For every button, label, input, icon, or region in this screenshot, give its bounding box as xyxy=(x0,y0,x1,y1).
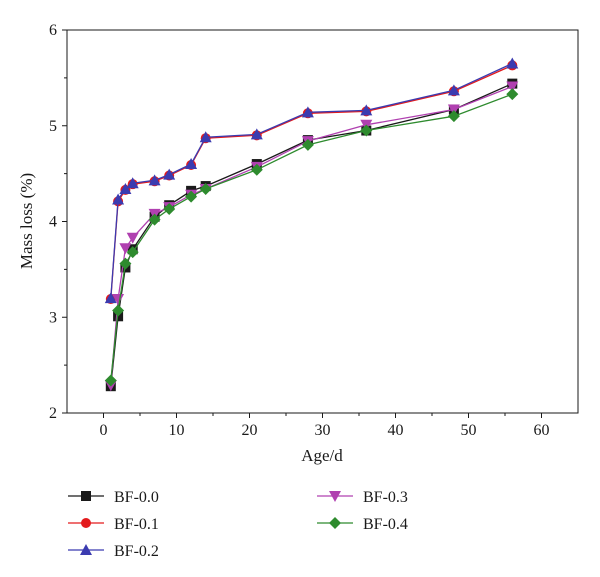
data-point xyxy=(119,243,132,255)
data-point xyxy=(185,158,198,170)
series-bf-0-1 xyxy=(105,60,518,305)
series-line xyxy=(110,62,513,299)
data-point xyxy=(163,203,176,216)
legend-item: BF-0.0 xyxy=(68,489,159,506)
legend-item: BF-0.2 xyxy=(68,543,159,560)
data-point xyxy=(360,104,373,116)
x-tick-label: 30 xyxy=(315,422,331,439)
legend-label: BF-0.0 xyxy=(114,489,159,506)
series-line xyxy=(110,64,513,300)
x-tick-label: 10 xyxy=(169,422,185,439)
x-tick-label: 40 xyxy=(388,422,404,439)
data-point xyxy=(506,57,519,69)
data-point xyxy=(126,177,139,189)
legend-marker xyxy=(81,491,91,501)
data-point xyxy=(199,182,212,195)
data-point xyxy=(104,292,117,304)
legend-label: BF-0.3 xyxy=(363,489,408,506)
y-tick-label: 6 xyxy=(49,22,57,39)
legend-label: BF-0.2 xyxy=(114,543,159,560)
data-point xyxy=(148,213,161,226)
legend-label: BF-0.4 xyxy=(363,516,408,533)
legend-item: BF-0.3 xyxy=(317,489,408,506)
legend-marker xyxy=(329,491,341,502)
x-tick-label: 0 xyxy=(100,422,108,439)
series-bf-0-0 xyxy=(105,78,518,392)
axes: 0 10 20 30 40 50 60 2 3 4 5 6 xyxy=(49,22,579,439)
series-line xyxy=(110,85,513,386)
data-point xyxy=(104,374,117,387)
data-point xyxy=(199,131,212,143)
legend-marker xyxy=(329,517,341,529)
data-point xyxy=(148,174,161,186)
series-bf-0-3 xyxy=(104,81,519,392)
series-line xyxy=(110,83,513,387)
legend-label: BF-0.1 xyxy=(114,516,159,533)
legend-item: BF-0.1 xyxy=(68,516,159,533)
series-bf-0-4 xyxy=(104,88,519,387)
data-point xyxy=(119,257,132,270)
y-axis-title: Mass loss (%) xyxy=(17,173,36,269)
x-axis-title: Age/d xyxy=(301,446,343,465)
data-point xyxy=(301,106,314,118)
data-point xyxy=(447,84,460,96)
data-point xyxy=(506,88,519,101)
data-point xyxy=(301,138,314,151)
data-point xyxy=(112,294,125,306)
x-tick-label: 20 xyxy=(242,422,258,439)
legend: BF-0.0 BF-0.1 BF-0.2 BF-0.3 BF-0.4 xyxy=(68,489,408,560)
legend-marker xyxy=(81,518,91,528)
data-point xyxy=(447,110,460,123)
data-point xyxy=(163,168,176,180)
x-tick-label: 60 xyxy=(534,422,550,439)
data-point xyxy=(185,190,198,203)
data-point xyxy=(112,193,125,205)
y-tick-label: 5 xyxy=(49,118,57,135)
data-point xyxy=(250,128,263,140)
data-point xyxy=(119,182,132,194)
y-tick-label: 4 xyxy=(49,214,57,231)
data-point xyxy=(506,81,519,93)
legend-item: BF-0.4 xyxy=(317,516,408,533)
data-point xyxy=(447,104,460,116)
data-point xyxy=(360,124,373,137)
series-group xyxy=(104,57,519,392)
legend-marker xyxy=(80,544,92,555)
x-tick-label: 50 xyxy=(461,422,477,439)
y-tick-label: 2 xyxy=(49,405,57,422)
series-bf-0-2 xyxy=(104,57,519,304)
y-tick-label: 3 xyxy=(49,309,57,326)
data-point xyxy=(112,304,125,317)
plot-frame xyxy=(66,29,579,414)
data-point xyxy=(126,232,139,244)
data-point xyxy=(126,246,139,259)
data-point xyxy=(250,163,263,176)
